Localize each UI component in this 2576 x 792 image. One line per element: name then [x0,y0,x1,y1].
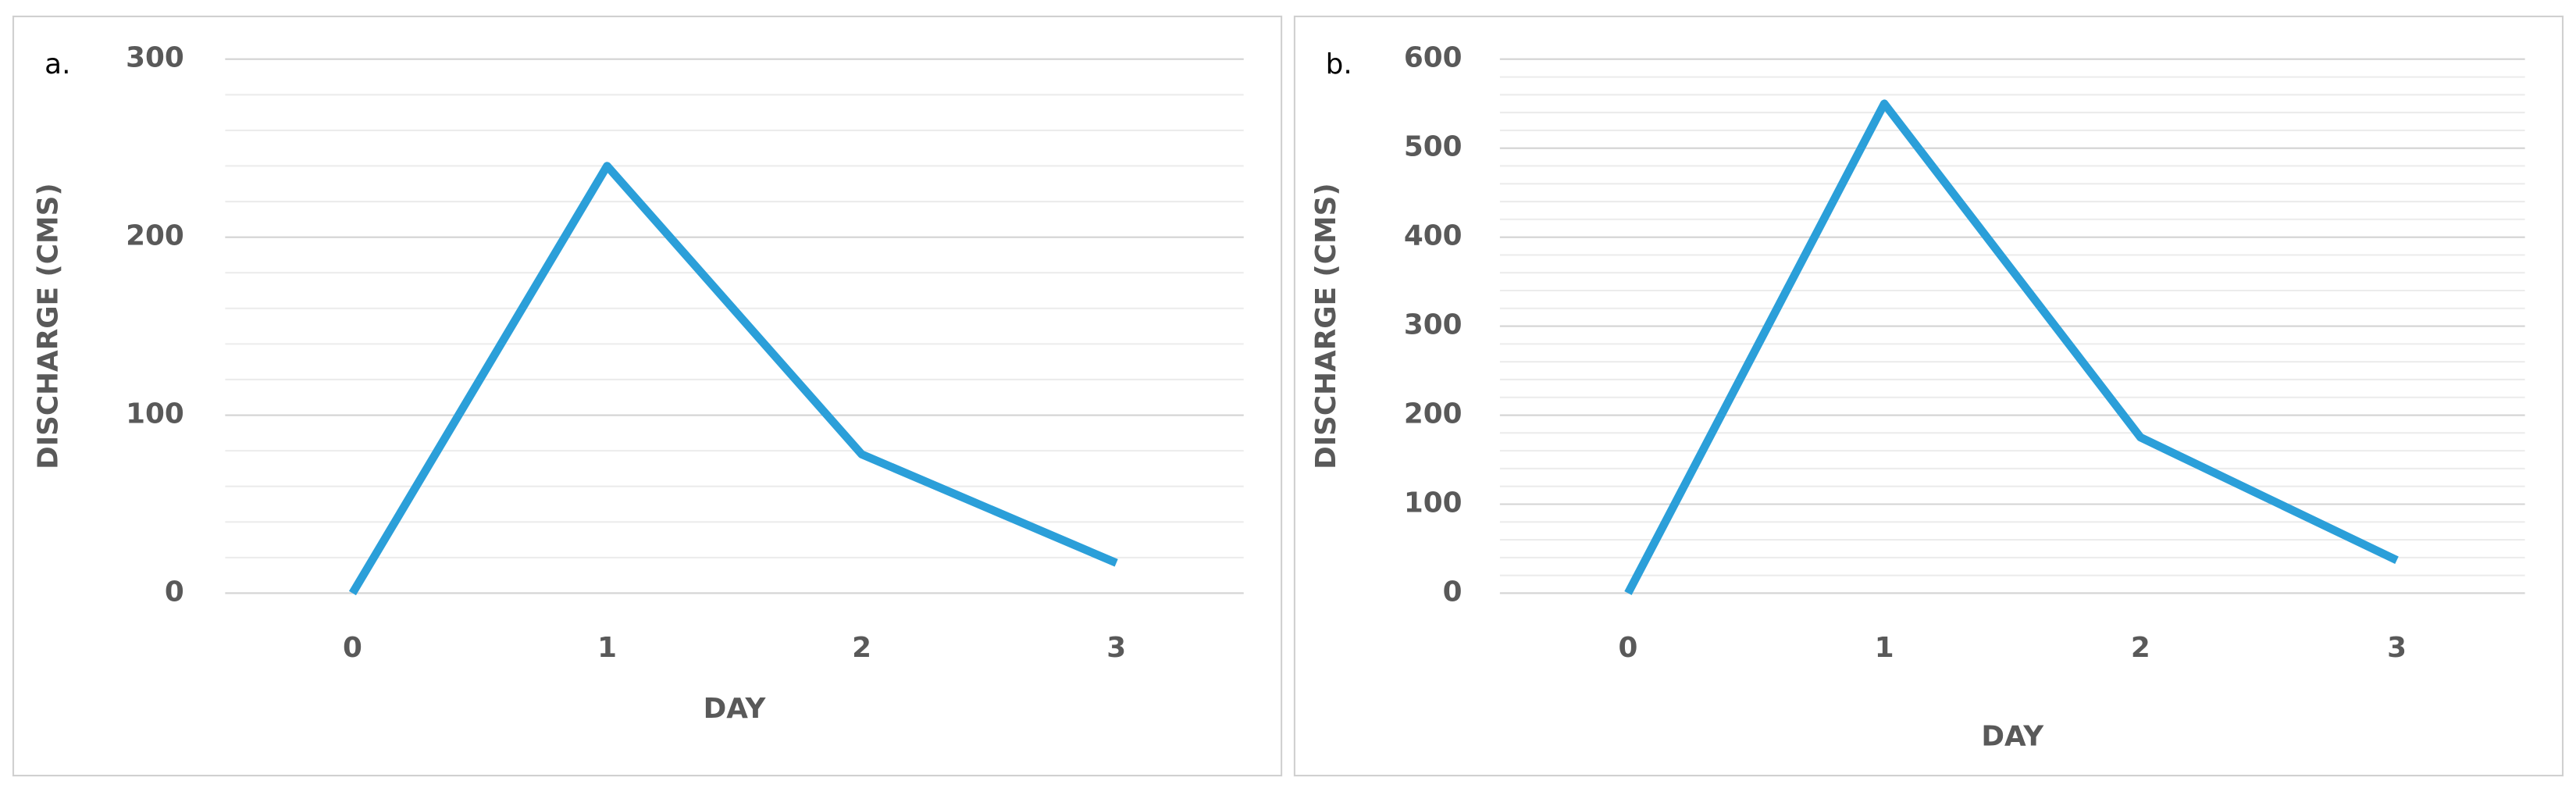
panel-label: b. [1326,48,1352,80]
y-tick-label: 400 [1404,220,1463,252]
y-tick-label: 300 [1404,309,1463,341]
x-tick-label: 2 [2131,632,2150,664]
y-tick-label: 0 [165,576,184,608]
panel-border [12,15,1283,777]
y-axis-title: DISCHARGE (CMS) [1310,183,1342,469]
y-tick-label: 100 [1404,487,1463,519]
x-tick-label: 1 [1875,632,1894,664]
y-tick-label: 200 [1404,398,1463,430]
x-axis-title: DAY [1981,721,2044,753]
x-tick-label: 0 [1619,632,1638,664]
x-tick-label: 1 [597,632,617,664]
y-tick-label: 300 [126,42,184,74]
panel-border [1293,15,2564,777]
y-tick-label: 600 [1404,42,1463,74]
x-tick-label: 2 [852,632,871,664]
x-tick-label: 3 [2387,632,2407,664]
x-tick-label: 0 [343,632,362,664]
panel-label: a. [45,48,70,80]
data-line [348,162,1118,596]
y-axis-title: DISCHARGE (CMS) [32,183,64,469]
y-tick-label: 0 [1443,576,1463,608]
y-tick-label: 500 [1404,131,1463,163]
data-line [1624,99,2399,595]
y-tick-label: 100 [126,398,184,430]
x-tick-label: 3 [1106,632,1126,664]
y-tick-label: 200 [126,220,184,252]
x-axis-title: DAY [704,693,767,725]
